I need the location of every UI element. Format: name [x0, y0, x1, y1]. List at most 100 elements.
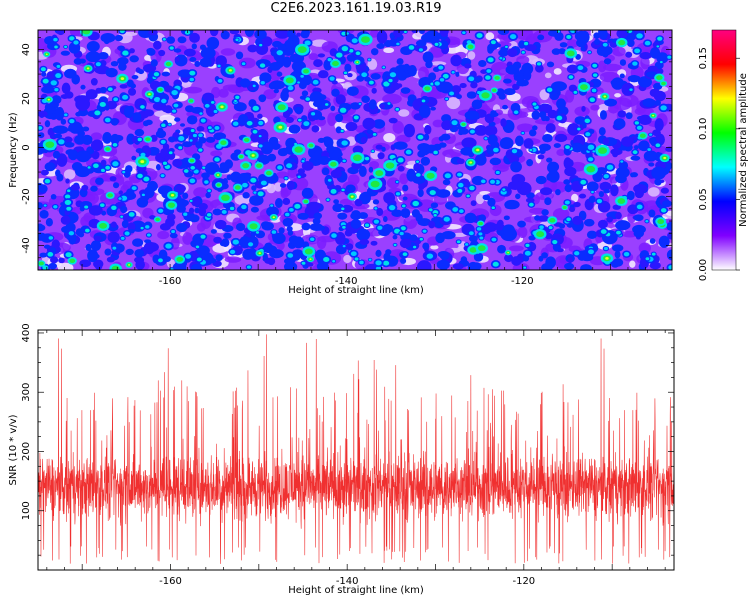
heatmap-cell — [364, 156, 370, 161]
heatmap-cell — [265, 170, 272, 176]
heatmap-cell — [367, 58, 378, 70]
heatmap-cell — [490, 113, 495, 118]
heatmap-cell — [56, 64, 61, 68]
heatmap-cell — [573, 90, 578, 94]
heatmap-cell — [275, 30, 290, 39]
heatmap-cell — [60, 215, 71, 225]
heatmap-cell — [337, 212, 348, 220]
heatmap-cell — [196, 257, 202, 262]
heatmap-cell — [396, 70, 408, 81]
heatmap-cell — [207, 189, 211, 193]
heatmap-cell — [546, 87, 553, 93]
heatmap-cell — [153, 72, 160, 77]
heatmap-cell — [54, 87, 59, 92]
heatmap-cell — [516, 123, 534, 133]
heatmap-cell — [393, 30, 403, 38]
heatmap-cell — [417, 188, 424, 198]
heatmap-cell — [120, 236, 125, 240]
heatmap-cell — [490, 40, 496, 45]
heatmap-cell — [105, 165, 111, 170]
heatmap-cell — [335, 94, 346, 105]
heatmap-cell — [451, 71, 455, 74]
heatmap-cell — [663, 156, 667, 160]
heatmap-cell — [564, 200, 570, 205]
heatmap-cell — [428, 220, 436, 229]
heatmap-cell — [270, 204, 274, 207]
heatmap-cell — [457, 188, 463, 193]
heatmap-y-ticks: -40 -20 0 20 40 — [21, 36, 672, 271]
heatmap-cell — [78, 58, 86, 64]
heatmap-cell — [81, 134, 93, 145]
heatmap-cell — [304, 40, 311, 46]
heatmap-cell — [545, 123, 556, 133]
heatmap-cell — [438, 142, 447, 148]
heatmap-cell — [294, 203, 301, 209]
heatmap-cell — [327, 57, 332, 62]
heatmap-cell — [375, 144, 383, 150]
heatmap-cell — [505, 45, 508, 48]
heatmap-cell — [331, 233, 337, 238]
heatmap-cell — [67, 189, 71, 193]
figure-title: C2E6.2023.161.19.03.R19 — [270, 1, 442, 16]
heatmap-cell — [536, 231, 545, 238]
heatmap-cell — [368, 99, 377, 110]
heatmap-cell — [48, 236, 54, 240]
heatmap-cell — [439, 252, 450, 260]
heatmap-cell — [280, 188, 289, 199]
heatmap-cell — [286, 163, 293, 169]
heatmap-cell — [121, 219, 129, 229]
heatmap-cell — [294, 106, 303, 114]
heatmap-cell — [246, 265, 251, 269]
heatmap-cell — [279, 183, 287, 188]
heatmap-cell — [574, 116, 586, 125]
heatmap-cell — [171, 229, 176, 234]
heatmap-cell — [113, 243, 125, 253]
heatmap-cell — [361, 95, 370, 104]
heatmap-cell — [485, 75, 491, 80]
heatmap-cell — [507, 180, 523, 190]
heatmap-cell — [595, 167, 608, 175]
colorbar-tick-label: 0.05 — [698, 188, 709, 210]
heatmap-cell — [130, 83, 137, 89]
heatmap-cell — [95, 263, 103, 270]
heatmap-cell — [353, 154, 362, 162]
heatmap-cell — [481, 92, 490, 99]
heatmap-cell — [649, 238, 656, 244]
heatmap-cell — [375, 260, 382, 266]
heatmap-cell — [285, 212, 290, 217]
heatmap-cells — [38, 30, 672, 270]
heatmap-cell — [603, 58, 612, 65]
heatmap-cell — [235, 222, 246, 232]
heatmap-cell — [140, 226, 144, 230]
heatmap-cell — [182, 232, 193, 245]
heatmap-cell — [52, 150, 61, 159]
heatmap-cell — [258, 134, 262, 138]
heatmap-cell — [513, 110, 519, 115]
heatmap-cell — [422, 229, 427, 233]
heatmap-cell — [286, 180, 295, 191]
heatmap-cell — [284, 39, 295, 48]
heatmap-cell — [250, 206, 259, 213]
heatmap-cell — [335, 113, 344, 123]
heatmap-cell — [552, 239, 558, 245]
heatmap-cell — [603, 189, 610, 194]
heatmap-cell — [632, 150, 638, 155]
heatmap-cell — [162, 161, 168, 165]
heatmap-cell — [359, 192, 371, 205]
heatmap-cell — [388, 117, 398, 124]
heatmap-cell — [343, 71, 348, 75]
heatmap-cell — [143, 176, 150, 182]
heatmap-cell — [417, 66, 430, 80]
heatmap-cell — [58, 257, 65, 264]
heatmap-cell — [41, 71, 47, 77]
snr-x-label: Height of straight line (km) — [288, 585, 424, 596]
heatmap-cell — [375, 249, 382, 257]
heatmap-cell — [162, 38, 166, 41]
x-tick-label: -140 — [336, 576, 359, 587]
heatmap-cell — [487, 43, 496, 52]
heatmap-cell — [535, 175, 547, 185]
heatmap-cell — [617, 110, 627, 118]
heatmap-cell — [456, 94, 462, 100]
heatmap-cell — [383, 216, 388, 223]
heatmap-cell — [50, 80, 58, 86]
